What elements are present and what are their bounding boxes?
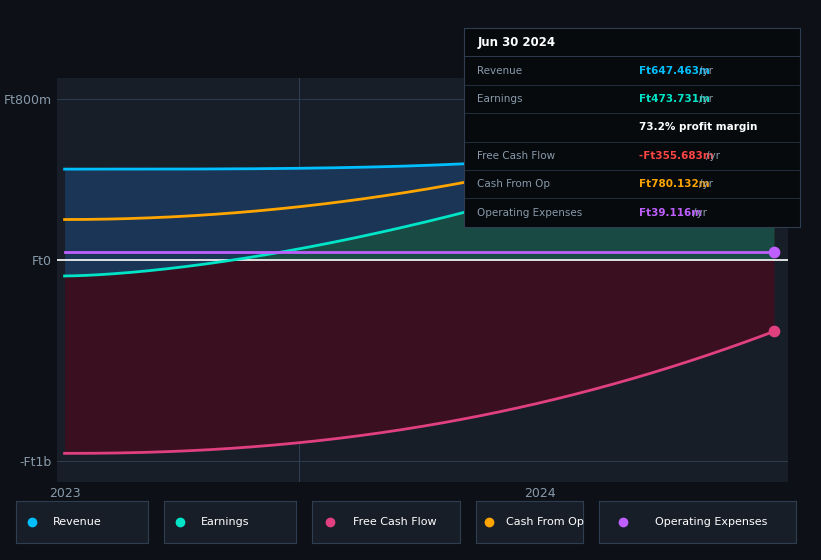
Text: Cash From Op: Cash From Op — [506, 517, 584, 527]
Text: Ft39.116m: Ft39.116m — [639, 208, 706, 218]
Point — [768, 98, 781, 107]
Text: Revenue: Revenue — [477, 66, 522, 76]
Text: Operating Expenses: Operating Expenses — [477, 208, 583, 218]
Text: Jun 30 2024: Jun 30 2024 — [477, 36, 556, 49]
Text: /yr: /yr — [694, 208, 708, 218]
Text: Operating Expenses: Operating Expenses — [654, 517, 767, 527]
Text: Cash From Op: Cash From Op — [477, 179, 550, 189]
Point — [768, 327, 781, 336]
Text: /yr: /yr — [699, 66, 713, 76]
Text: Ft647.463m: Ft647.463m — [639, 66, 713, 76]
Text: Earnings: Earnings — [201, 517, 250, 527]
Text: 73.2% profit margin: 73.2% profit margin — [639, 123, 757, 132]
Text: Ft473.731m: Ft473.731m — [639, 94, 713, 104]
Text: Earnings: Earnings — [477, 94, 523, 104]
Text: Free Cash Flow: Free Cash Flow — [477, 151, 556, 161]
Text: /yr: /yr — [705, 151, 719, 161]
Text: -Ft355.683m: -Ft355.683m — [639, 151, 718, 161]
Point — [768, 248, 781, 256]
Text: Revenue: Revenue — [53, 517, 102, 527]
Text: /yr: /yr — [699, 179, 713, 189]
Text: /yr: /yr — [699, 94, 713, 104]
Text: Ft780.132m: Ft780.132m — [639, 179, 713, 189]
Text: Free Cash Flow: Free Cash Flow — [353, 517, 437, 527]
Point — [768, 160, 781, 169]
Point — [768, 125, 781, 134]
